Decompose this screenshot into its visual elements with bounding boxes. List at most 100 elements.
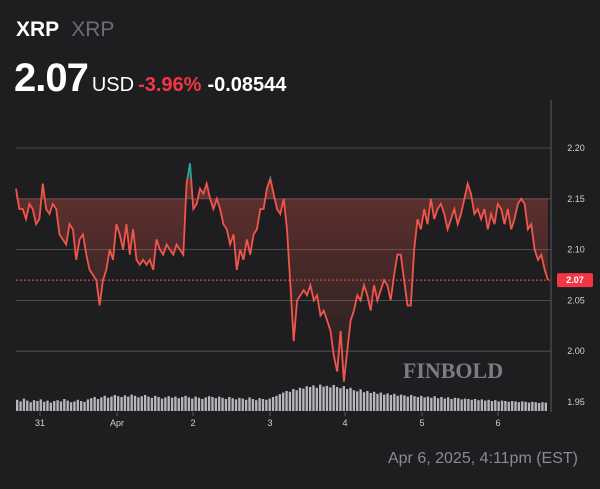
volume-bar xyxy=(339,388,342,411)
volume-bar xyxy=(36,401,39,411)
volume-bar xyxy=(282,392,285,411)
volume-bar xyxy=(393,393,396,411)
volume-bar xyxy=(127,396,130,411)
volume-bar xyxy=(214,398,218,411)
last-price-badge: 2.07 xyxy=(557,273,593,288)
y-tick-label: 2.00 xyxy=(567,346,585,356)
volume-bar xyxy=(416,397,420,411)
volume-bar xyxy=(531,401,534,411)
volume-bar xyxy=(494,400,497,411)
y-tick-label: 1.95 xyxy=(567,397,585,407)
volume-bar xyxy=(514,401,517,411)
volume-bar xyxy=(312,385,315,411)
price-header: 2.07 USD -3.96% -0.08544 xyxy=(14,56,286,101)
volume-bar xyxy=(224,399,228,411)
y-axis: 2.20 2.15 2.10 2.05 2.00 1.95 xyxy=(567,143,585,407)
volume-bar xyxy=(228,397,231,411)
volume-bar xyxy=(386,393,389,411)
x-tick-label: 2 xyxy=(190,418,195,428)
volume-bar xyxy=(356,391,359,411)
volume-bar xyxy=(308,387,312,411)
volume-bar xyxy=(372,391,376,411)
volume-bar xyxy=(305,386,308,411)
volume-bar xyxy=(278,394,281,411)
y-tick-label: 2.15 xyxy=(567,194,585,204)
volume-bar xyxy=(56,400,59,411)
volume-bar xyxy=(113,395,117,411)
volume-bar xyxy=(477,400,480,411)
volume-bar xyxy=(117,396,120,411)
volume-bar xyxy=(100,397,103,411)
volume-bar xyxy=(342,386,345,411)
y-tick-label: 2.20 xyxy=(567,143,585,153)
volume-bar xyxy=(504,401,507,411)
volume-bar xyxy=(396,395,399,411)
volume-bar xyxy=(490,401,494,411)
volume-bar xyxy=(59,401,63,411)
watermark-logo: FINBOLD xyxy=(403,358,503,383)
volume-bar xyxy=(457,398,460,411)
volume-bar xyxy=(298,387,302,411)
volume-bar xyxy=(49,402,53,411)
volume-bar xyxy=(96,399,100,411)
x-tick-label: Apr xyxy=(110,418,124,428)
x-axis: 31 Apr 2 3 4 5 6 xyxy=(35,412,501,428)
volume-bar xyxy=(534,402,537,411)
volume-bar xyxy=(231,398,234,411)
volume-bar xyxy=(430,397,433,411)
volume-bar xyxy=(46,400,49,411)
volume-bar xyxy=(497,401,500,411)
volume-bar xyxy=(83,401,86,411)
volume-bar xyxy=(69,402,73,411)
volume-bar xyxy=(73,401,76,411)
volume-bar xyxy=(345,389,349,411)
volume-bar xyxy=(244,399,248,411)
volume-bar xyxy=(103,395,106,411)
volume-bar xyxy=(22,398,26,411)
volume-bar xyxy=(507,401,510,411)
volume-bar xyxy=(19,401,22,411)
volume-bar xyxy=(211,397,214,411)
volume-bar xyxy=(143,395,147,411)
volume-bar xyxy=(275,395,278,411)
x-tick-label: 5 xyxy=(419,418,424,428)
volume-bar xyxy=(241,398,244,411)
volume-bar xyxy=(517,402,521,411)
volume-bar xyxy=(460,399,463,411)
x-tick-label: 6 xyxy=(495,418,500,428)
volume-bar xyxy=(487,399,490,411)
timestamp: Apr 6, 2025, 4:11pm (EST) xyxy=(387,450,578,467)
volume-bar xyxy=(160,398,164,411)
volume-bar xyxy=(154,395,157,411)
volume-bar xyxy=(238,397,241,411)
volume-bar xyxy=(170,397,174,411)
volume-bar xyxy=(258,398,261,411)
volume-bar xyxy=(389,395,393,411)
volume-bar xyxy=(167,396,170,411)
volume-bar xyxy=(207,396,211,411)
volume-bar xyxy=(484,400,487,411)
volume-bar xyxy=(32,400,36,411)
volume-bar xyxy=(426,396,430,411)
volume-bar xyxy=(541,402,544,411)
volume-bar xyxy=(349,387,352,411)
volume-bar xyxy=(187,397,191,411)
volume-bar xyxy=(261,399,265,411)
volume-bar xyxy=(322,386,325,411)
volume-bar xyxy=(369,393,372,411)
volume-bar xyxy=(164,397,167,411)
volume-bar xyxy=(527,402,531,411)
volume-bar xyxy=(194,396,197,411)
volume-bar xyxy=(120,397,123,411)
volume-bar xyxy=(359,389,362,411)
volume-bar xyxy=(86,399,90,411)
price-currency: USD xyxy=(91,74,135,96)
volume-bar xyxy=(521,401,524,411)
volume-bar xyxy=(352,390,356,411)
volume-bar xyxy=(204,397,207,411)
volume-bar xyxy=(221,397,224,411)
price-chart: 2.20 2.15 2.10 2.05 2.00 1.95 31 Apr 2 3 4 5 6 FINB… xyxy=(15,100,593,428)
volume-bar xyxy=(29,402,32,411)
volume-bar xyxy=(255,400,258,411)
volume-bar xyxy=(315,387,319,411)
